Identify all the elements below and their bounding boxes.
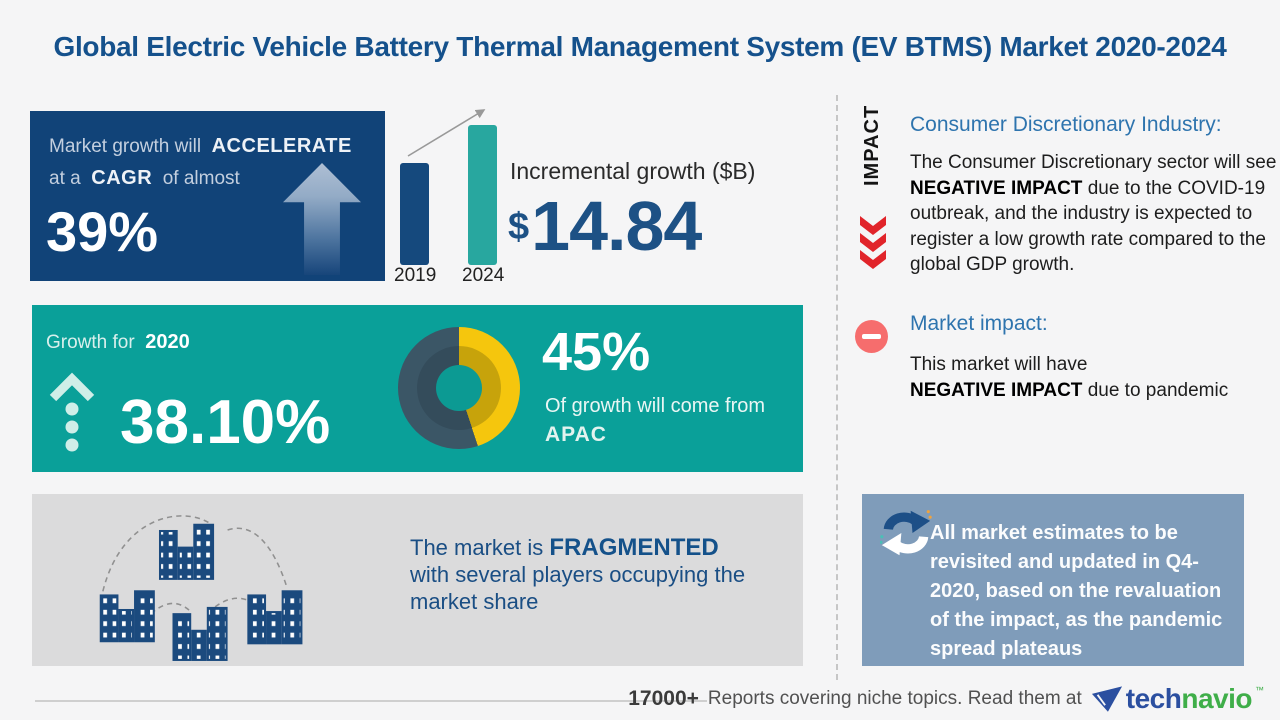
trademark-symbol: ™ [1255, 685, 1264, 695]
cagr-line1: Market growth will ACCELERATE [49, 135, 352, 158]
rising-dots-icon [49, 372, 95, 452]
incremental-value: $14.84 [508, 186, 702, 266]
impact-vertical-label: IMPACT [861, 104, 883, 186]
fragmented-line1: The market is [410, 535, 544, 560]
market-text-bold: NEGATIVE IMPACT [910, 380, 1083, 401]
apac-value: 45% [542, 322, 651, 382]
apac-donut [398, 327, 520, 449]
bar-2024 [468, 125, 497, 265]
brand-tech: tech [1125, 683, 1182, 714]
technavio-glyph-icon [1091, 685, 1122, 712]
bar-tick-2024: 2024 [462, 265, 505, 286]
growth-year: 2020 [145, 331, 190, 353]
fragmented-line2: with several players occupying the [410, 562, 746, 587]
city-buildings-icon [99, 515, 303, 661]
trend-arrow-icon [407, 109, 486, 157]
market-text-a: This market will have [910, 354, 1088, 375]
growth-label: Growth for 2020 [46, 331, 190, 354]
industry-paragraph: The Consumer Discretionary sector will s… [910, 150, 1280, 278]
cagr-line1-accent: ACCELERATE [211, 135, 352, 157]
growth-value: 38.10% [120, 388, 331, 457]
brand-text: technavio [1125, 683, 1253, 715]
currency-symbol: $ [508, 206, 530, 248]
cagr-line2: at a CAGR of almost [49, 167, 240, 190]
fragmented-text: The market is FRAGMENTED with several pl… [410, 534, 745, 615]
apac-caption: Of growth will come from [545, 395, 766, 417]
incremental-number: 14.84 [531, 187, 702, 265]
industry-heading: Consumer Discretionary Industry: [910, 113, 1222, 136]
cagr-card: Market growth will ACCELERATE at a CAGR … [30, 111, 385, 281]
page-title: Global Electric Vehicle Battery Thermal … [53, 31, 1227, 62]
brand-navio: navio [1181, 683, 1252, 714]
vertical-dashed-divider [836, 95, 838, 680]
estimates-text: All market estimates to be revisited and… [930, 522, 1223, 660]
market-text-b: due to pandemic [1082, 380, 1229, 401]
triple-chevron-down-icon [860, 216, 886, 269]
estimates-card: All market estimates to be revisited and… [862, 494, 1244, 666]
apac-donut-hole [436, 365, 482, 411]
fragmented-accent: FRAGMENTED [549, 534, 719, 561]
footer-tagline: Reports covering niche topics. Read them… [707, 688, 1082, 709]
reports-count: 17000+ [628, 687, 699, 710]
refresh-arrows-icon [880, 510, 932, 556]
industry-text-bold: NEGATIVE IMPACT [910, 177, 1083, 199]
market-impact-heading: Market impact: [910, 312, 1048, 335]
cagr-value: 39% [46, 200, 159, 263]
up-arrow-icon [283, 163, 361, 275]
bar-2019 [400, 163, 429, 265]
fragmented-card: The market is FRAGMENTED with several pl… [32, 494, 803, 666]
footer: 17000+ Reports covering niche topics. Re… [628, 680, 1264, 718]
industry-text-b: due to the COVID-19 outbreak, and the in… [910, 177, 1266, 276]
cagr-line1-text: Market growth will [49, 136, 202, 157]
cagr-line2-text-a: at a [49, 168, 81, 189]
cagr-line2-accent: CAGR [91, 167, 153, 189]
industry-text-a: The Consumer Discretionary sector will s… [910, 152, 1277, 173]
minus-circle-icon [855, 320, 888, 353]
incremental-bar-chart [398, 100, 508, 265]
technavio-logo[interactable]: technavio ™ [1091, 683, 1264, 715]
growth-label-text: Growth for [46, 332, 135, 353]
apac-region: APAC [545, 423, 607, 446]
fragmented-line3: market share [410, 589, 539, 614]
market-impact-paragraph: This market will have NEGATIVE IMPACT du… [910, 352, 1280, 404]
growth-2020-card: Growth for 2020 38.10% 45% Of growth wil… [32, 305, 803, 472]
incremental-caption: Incremental growth ($B) [510, 158, 756, 184]
cagr-line2-text-b: of almost [162, 168, 240, 189]
footer-divider [35, 700, 707, 702]
bar-tick-2019: 2019 [394, 265, 437, 286]
